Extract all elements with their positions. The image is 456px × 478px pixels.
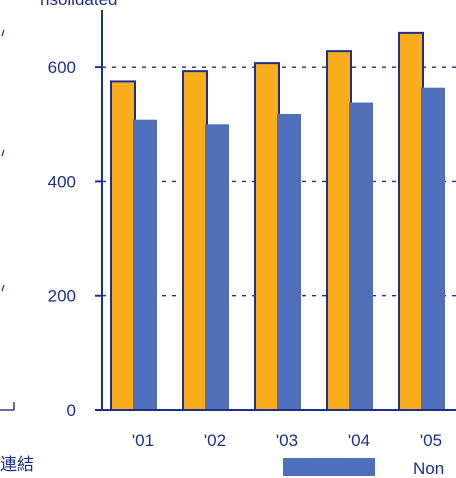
bars — [110, 31, 445, 412]
bar-series2-1 — [205, 124, 229, 411]
x-tick-labels: '01 '02 '03 '04 '05 — [132, 431, 442, 450]
bar-series1-4 — [398, 31, 424, 411]
legend-swatch-series2 — [283, 458, 375, 476]
legend: Non — [283, 458, 444, 478]
left-label-partial: 連結 — [0, 455, 34, 474]
bar-series1-3 — [326, 50, 352, 412]
bar-series2-3 — [349, 102, 373, 411]
x-tick-label-1: '02 — [204, 431, 226, 450]
x-tick-label-0: '01 — [132, 431, 154, 450]
left-panel-fragment — [0, 29, 15, 411]
bar-series1-2 — [254, 62, 280, 412]
bar-series2-2 — [277, 114, 301, 410]
bar-series1-1 — [182, 70, 208, 412]
x-tick-label-4: '05 — [420, 431, 442, 450]
y-tick-labels: 0 200 400 600 — [48, 58, 76, 420]
y-tick-label-200: 200 — [48, 287, 76, 306]
left-panel-tick-0 — [1, 29, 5, 37]
bar-series2-4 — [421, 87, 445, 410]
axes — [95, 10, 456, 411]
y-tick-label-400: 400 — [48, 172, 76, 191]
y-tick-label-0: 0 — [67, 401, 76, 420]
bar-series2-0 — [133, 119, 157, 410]
bar-series1-0 — [110, 80, 136, 412]
left-panel-tick-1 — [1, 149, 5, 157]
legend-label-series2: Non — [413, 459, 444, 478]
y-tick-label-600: 600 — [48, 58, 76, 77]
x-tick-label-2: '03 — [276, 431, 298, 450]
x-tick-label-3: '04 — [348, 431, 370, 450]
left-panel-tick-2 — [1, 284, 5, 292]
chart-title-partial: nsolidated — [40, 0, 118, 9]
